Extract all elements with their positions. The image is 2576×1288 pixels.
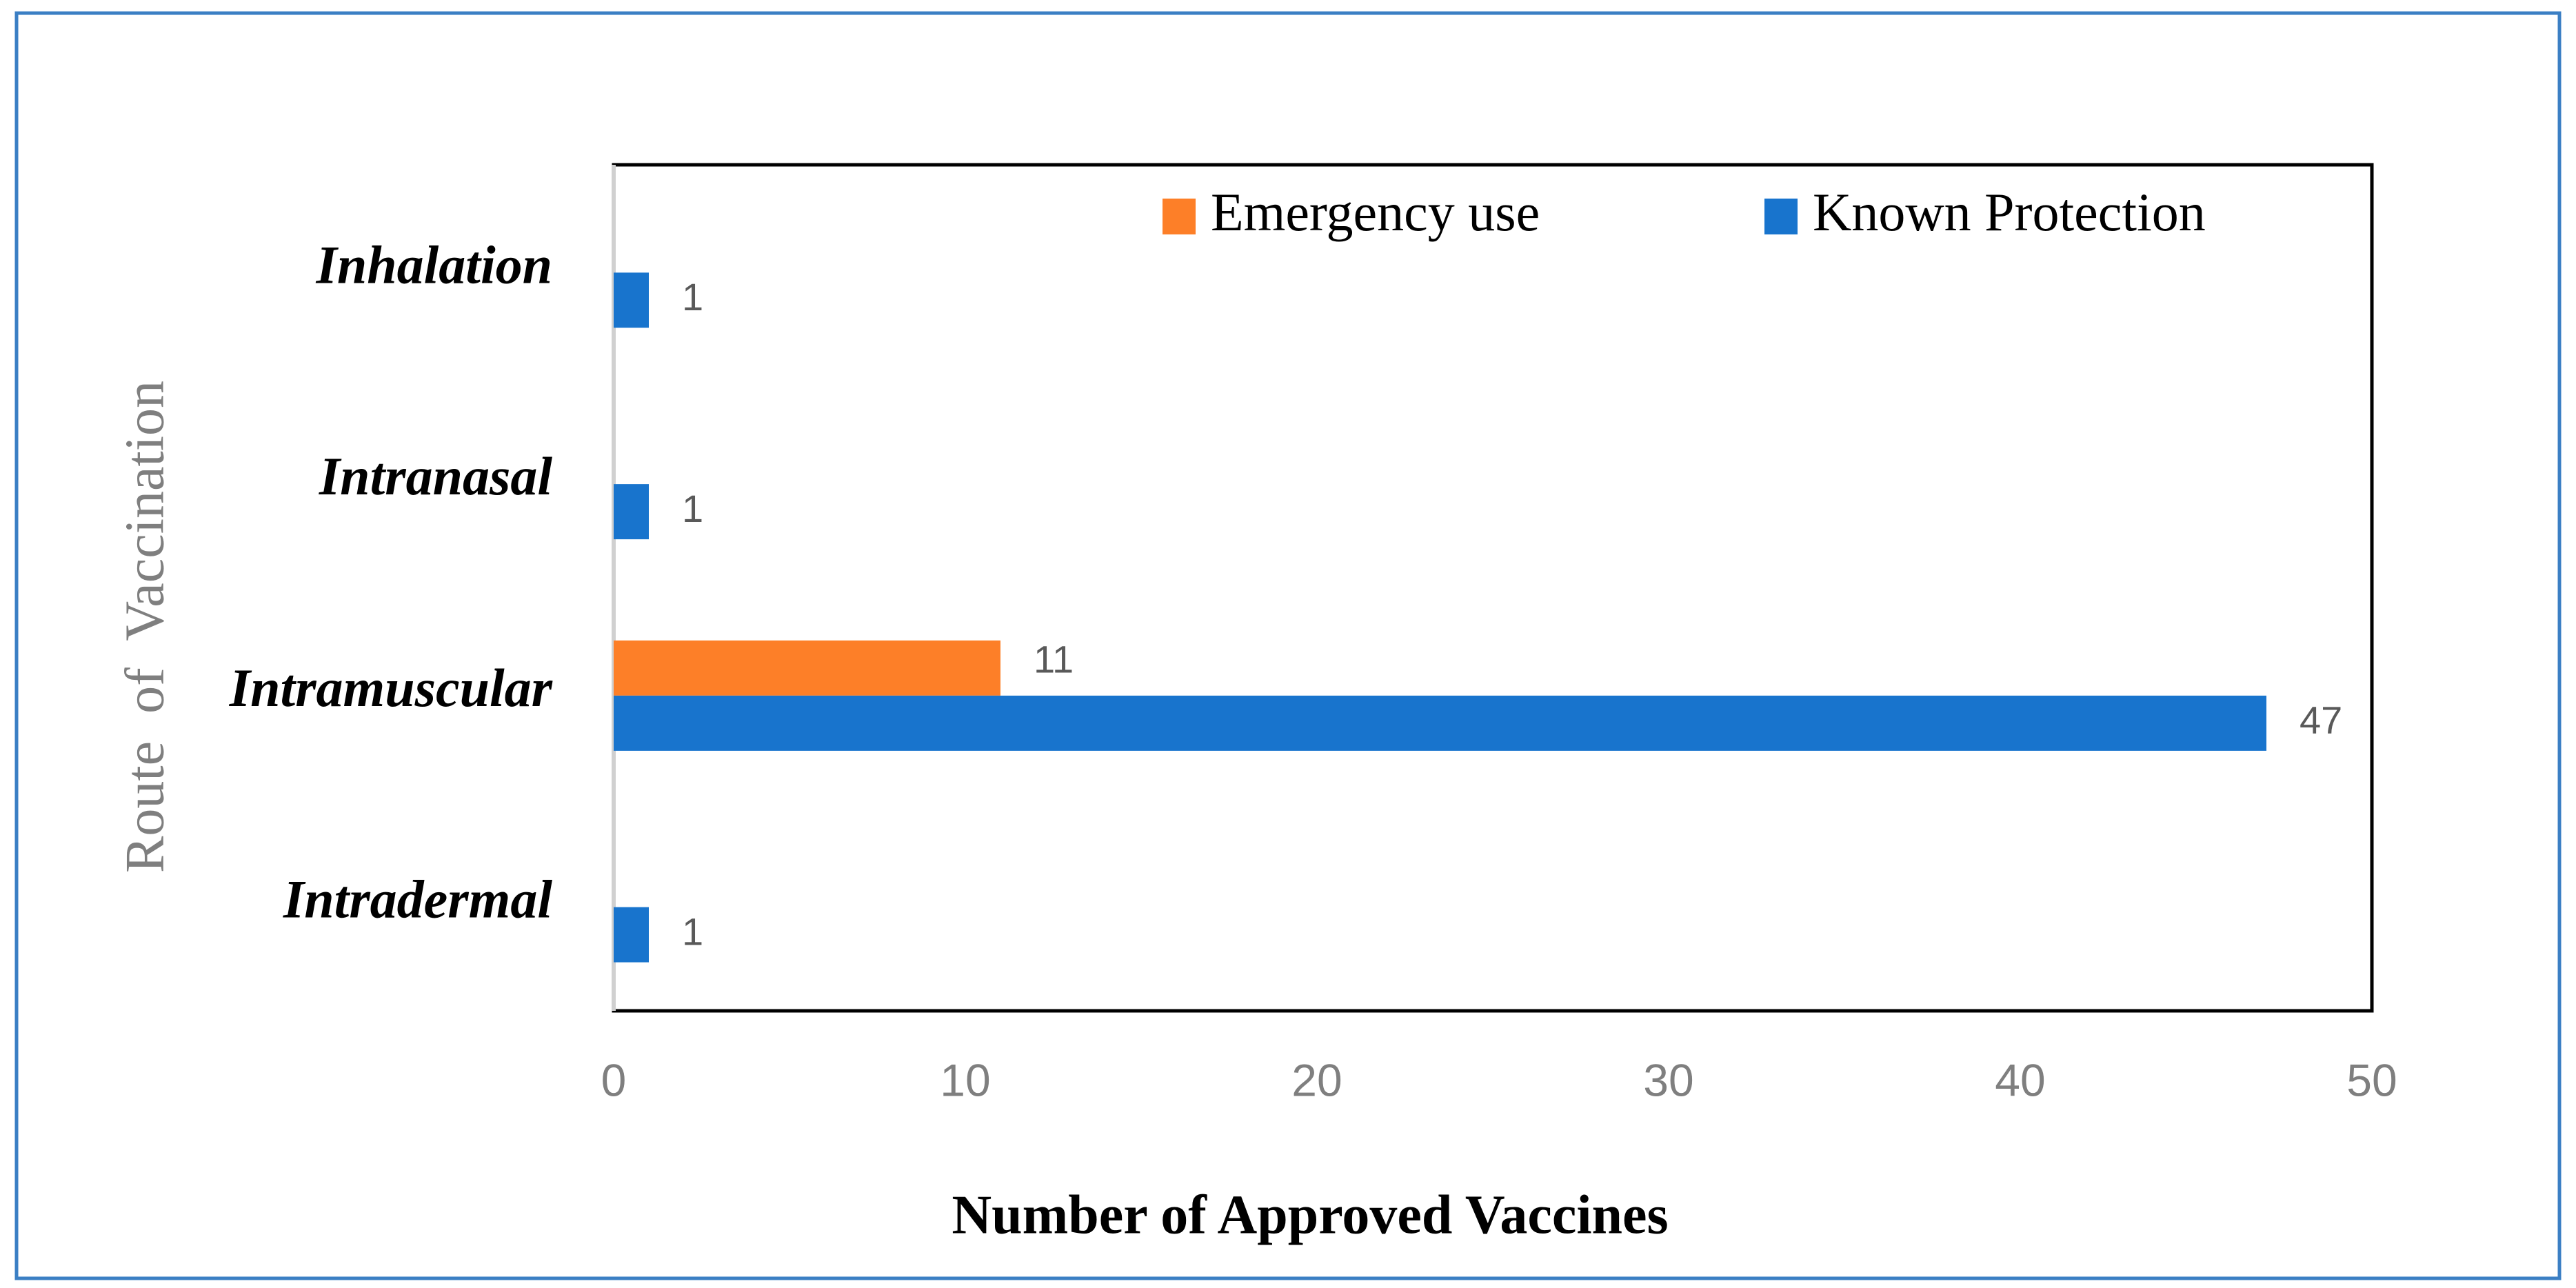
x-tick-label: 10	[940, 1054, 990, 1105]
data-label: 1	[682, 909, 703, 953]
bar	[614, 272, 649, 328]
x-tick-label: 50	[2346, 1054, 2397, 1105]
category-label: Intradermal	[283, 869, 552, 929]
legend-label: Emergency use	[1211, 182, 1540, 242]
bar	[614, 907, 649, 963]
category-label: Inhalation	[315, 234, 552, 294]
outer-border	[14, 11, 2562, 1280]
legend-label: Known Protection	[1813, 182, 2206, 242]
bar	[614, 484, 649, 540]
category-label: Intranasal	[319, 446, 552, 506]
data-label: 47	[2300, 698, 2342, 742]
legend-swatch	[1764, 199, 1798, 234]
x-tick-label: 20	[1291, 1054, 1342, 1105]
data-label: 11	[1034, 638, 1074, 681]
x-tick-label: 40	[1995, 1054, 2045, 1105]
data-label: 1	[682, 487, 703, 530]
x-tick-label: 0	[601, 1054, 627, 1105]
x-axis-title: Number of Approved Vaccines	[952, 1185, 1668, 1245]
legend-swatch	[1163, 199, 1196, 234]
bar	[614, 695, 2266, 751]
plot-area	[612, 163, 2374, 1013]
category-label: Intramuscular	[229, 658, 553, 718]
data-label: 1	[682, 275, 703, 319]
x-tick-label: 30	[1643, 1054, 1693, 1105]
y-axis-title: Route of Vaccination	[114, 381, 175, 873]
bar	[614, 640, 1000, 696]
